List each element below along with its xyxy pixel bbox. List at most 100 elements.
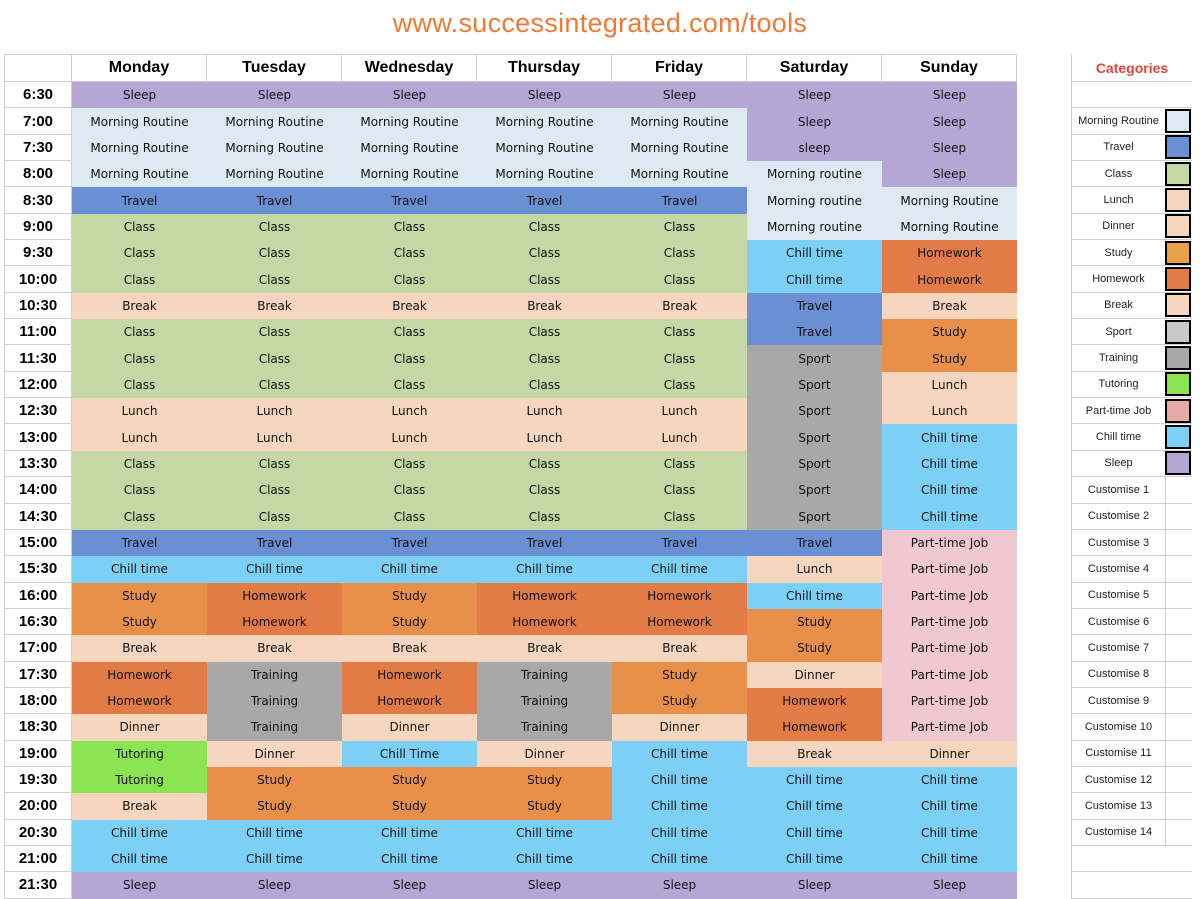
schedule-cell[interactable]: Chill time — [747, 819, 882, 846]
schedule-cell[interactable]: Study — [612, 687, 747, 715]
schedule-cell[interactable]: Homework — [612, 582, 747, 609]
schedule-cell[interactable]: Class — [72, 477, 207, 504]
schedule-cell[interactable]: Class — [612, 503, 747, 530]
schedule-cell[interactable]: Part-time Job — [882, 608, 1017, 636]
schedule-cell[interactable]: Morning Routine — [72, 108, 207, 135]
schedule-cell[interactable]: Travel — [72, 529, 207, 557]
schedule-cell[interactable]: Part-time Job — [882, 661, 1017, 688]
schedule-cell[interactable]: Part-time Job — [882, 714, 1017, 741]
schedule-cell[interactable]: Travel — [747, 292, 882, 320]
schedule-cell[interactable]: Tutoring — [72, 740, 207, 767]
schedule-cell[interactable]: Class — [612, 240, 747, 267]
schedule-cell[interactable]: Sleep — [882, 161, 1017, 188]
schedule-cell[interactable]: Morning Routine — [72, 134, 207, 162]
schedule-cell[interactable]: Sleep — [477, 82, 612, 109]
schedule-cell[interactable]: Training — [477, 714, 612, 741]
schedule-cell[interactable]: Class — [342, 371, 477, 399]
schedule-cell[interactable]: Break — [72, 635, 207, 662]
schedule-cell[interactable]: Chill time — [72, 819, 207, 846]
schedule-cell[interactable]: Break — [612, 292, 747, 320]
schedule-cell[interactable]: Homework — [477, 582, 612, 609]
schedule-cell[interactable]: Chill time — [612, 819, 747, 846]
schedule-cell[interactable]: Class — [207, 345, 342, 372]
schedule-cell[interactable]: Homework — [882, 240, 1017, 267]
schedule-cell[interactable]: Sleep — [342, 82, 477, 109]
schedule-cell[interactable]: Part-time Job — [882, 556, 1017, 583]
schedule-cell[interactable]: Chill time — [477, 556, 612, 583]
schedule-cell[interactable]: Morning Routine — [207, 108, 342, 135]
schedule-cell[interactable]: Travel — [747, 529, 882, 557]
schedule-cell[interactable]: Lunch — [72, 424, 207, 451]
schedule-cell[interactable]: Homework — [612, 608, 747, 636]
schedule-cell[interactable]: Break — [72, 793, 207, 820]
schedule-cell[interactable]: Chill time — [882, 450, 1017, 478]
schedule-cell[interactable]: Part-time Job — [882, 635, 1017, 662]
schedule-cell[interactable]: Chill time — [882, 424, 1017, 451]
schedule-cell[interactable]: Class — [612, 477, 747, 504]
schedule-cell[interactable]: Chill time — [612, 556, 747, 583]
schedule-cell[interactable]: Class — [612, 266, 747, 293]
schedule-cell[interactable]: Break — [342, 635, 477, 662]
schedule-cell[interactable]: Break — [882, 292, 1017, 320]
schedule-cell[interactable]: Chill time — [747, 793, 882, 820]
schedule-cell[interactable]: Training — [477, 661, 612, 688]
schedule-cell[interactable]: Class — [207, 477, 342, 504]
schedule-cell[interactable]: Class — [207, 371, 342, 399]
schedule-cell[interactable]: Lunch — [342, 398, 477, 425]
schedule-cell[interactable]: Chill time — [612, 793, 747, 820]
schedule-cell[interactable]: Class — [72, 213, 207, 241]
schedule-cell[interactable]: Morning routine — [747, 161, 882, 188]
schedule-cell[interactable]: Chill time — [747, 845, 882, 873]
schedule-cell[interactable]: Morning Routine — [882, 187, 1017, 214]
schedule-cell[interactable]: Sleep — [747, 82, 882, 109]
schedule-cell[interactable]: Morning Routine — [477, 108, 612, 135]
schedule-cell[interactable]: Lunch — [207, 398, 342, 425]
schedule-cell[interactable]: Morning Routine — [72, 161, 207, 188]
schedule-cell[interactable]: Chill time — [207, 845, 342, 873]
schedule-cell[interactable]: Class — [342, 450, 477, 478]
schedule-cell[interactable]: Travel — [342, 529, 477, 557]
schedule-cell[interactable]: Class — [612, 371, 747, 399]
schedule-cell[interactable]: Chill time — [72, 845, 207, 873]
schedule-cell[interactable]: Study — [342, 766, 477, 794]
schedule-cell[interactable]: Chill Time — [342, 740, 477, 767]
schedule-cell[interactable]: Sleep — [882, 108, 1017, 135]
schedule-cell[interactable]: Study — [882, 345, 1017, 372]
schedule-cell[interactable]: Class — [72, 266, 207, 293]
schedule-cell[interactable]: Travel — [747, 319, 882, 346]
schedule-cell[interactable]: Homework — [747, 687, 882, 715]
schedule-cell[interactable]: Sport — [747, 477, 882, 504]
schedule-cell[interactable]: Homework — [207, 608, 342, 636]
schedule-cell[interactable]: Break — [207, 292, 342, 320]
schedule-cell[interactable]: Travel — [612, 529, 747, 557]
schedule-cell[interactable]: Part-time Job — [882, 529, 1017, 557]
schedule-cell[interactable]: Class — [612, 319, 747, 346]
schedule-cell[interactable]: Lunch — [207, 424, 342, 451]
schedule-cell[interactable]: Homework — [72, 661, 207, 688]
schedule-cell[interactable]: Chill time — [72, 556, 207, 583]
schedule-cell[interactable]: Break — [612, 635, 747, 662]
schedule-cell[interactable]: Class — [477, 345, 612, 372]
schedule-cell[interactable]: Chill time — [882, 793, 1017, 820]
schedule-cell[interactable]: Study — [342, 582, 477, 609]
schedule-cell[interactable]: Break — [342, 292, 477, 320]
schedule-cell[interactable]: Class — [342, 266, 477, 293]
schedule-cell[interactable]: Study — [342, 608, 477, 636]
schedule-cell[interactable]: Class — [477, 240, 612, 267]
schedule-cell[interactable]: Sport — [747, 398, 882, 425]
schedule-cell[interactable]: Class — [72, 319, 207, 346]
schedule-cell[interactable]: Training — [207, 661, 342, 688]
schedule-cell[interactable]: Sport — [747, 345, 882, 372]
schedule-cell[interactable]: Sleep — [207, 82, 342, 109]
schedule-cell[interactable]: Chill time — [612, 766, 747, 794]
schedule-cell[interactable]: Lunch — [477, 398, 612, 425]
schedule-cell[interactable]: Break — [207, 635, 342, 662]
schedule-cell[interactable]: Class — [72, 503, 207, 530]
schedule-cell[interactable]: Homework — [342, 661, 477, 688]
schedule-cell[interactable]: Lunch — [342, 424, 477, 451]
schedule-cell[interactable]: Class — [342, 503, 477, 530]
schedule-cell[interactable]: Lunch — [882, 398, 1017, 425]
schedule-cell[interactable]: Sleep — [72, 82, 207, 109]
schedule-cell[interactable]: Study — [72, 608, 207, 636]
schedule-cell[interactable]: Sleep — [72, 872, 207, 899]
